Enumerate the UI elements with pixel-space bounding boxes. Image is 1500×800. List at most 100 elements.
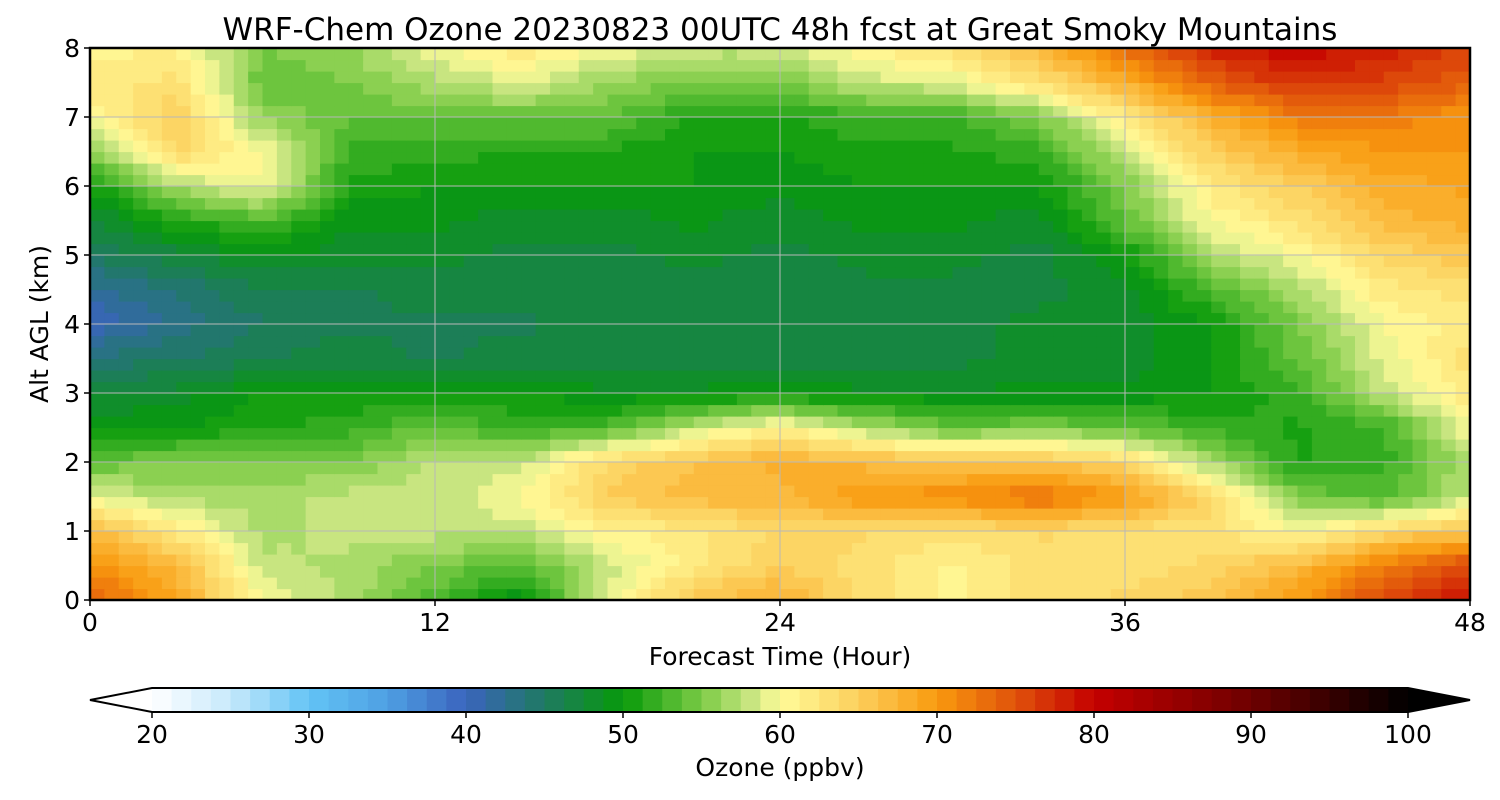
heatmap-cell <box>1426 370 1442 383</box>
heatmap-cell <box>133 462 149 475</box>
heatmap-cell <box>593 427 609 440</box>
heatmap-cell <box>449 473 465 486</box>
heatmap-cell <box>1067 140 1083 153</box>
heatmap-cell <box>1211 209 1227 222</box>
heatmap-cell <box>1326 416 1342 429</box>
heatmap-cell <box>564 186 580 199</box>
heatmap-cell <box>866 151 882 164</box>
heatmap-cell <box>233 105 249 118</box>
heatmap-cell <box>679 197 695 210</box>
heatmap-cell <box>593 347 609 360</box>
heatmap-cell <box>808 197 824 210</box>
heatmap-cell <box>751 404 767 417</box>
heatmap-cell <box>147 289 163 302</box>
heatmap-cell <box>1355 278 1370 291</box>
heatmap-cell <box>276 370 292 383</box>
heatmap-cell <box>1254 163 1270 176</box>
heatmap-cell <box>1355 243 1370 256</box>
heatmap-cell <box>938 186 954 199</box>
heatmap-cell <box>1297 243 1313 256</box>
heatmap-cell <box>1211 312 1227 325</box>
heatmap-cell <box>722 140 738 153</box>
heatmap-cell <box>1182 404 1198 417</box>
heatmap-cell <box>995 542 1011 555</box>
chart-title: WRF-Chem Ozone 20230823 00UTC 48h fcst a… <box>223 12 1338 48</box>
heatmap-cell <box>1441 519 1457 532</box>
heatmap-cell <box>1297 508 1313 521</box>
heatmap-cell <box>190 473 206 486</box>
heatmap-cell <box>665 439 680 452</box>
heatmap-cell <box>118 186 134 199</box>
heatmap-cell <box>966 151 982 164</box>
heatmap-cell <box>736 312 752 325</box>
heatmap-cell <box>535 186 551 199</box>
heatmap-cell <box>506 473 522 486</box>
heatmap-cell <box>1125 393 1140 406</box>
heatmap-cell <box>952 531 968 544</box>
heatmap-cell <box>851 473 867 486</box>
heatmap-cell <box>1355 128 1370 141</box>
heatmap-cell <box>952 82 968 95</box>
heatmap-cell <box>1196 393 1212 406</box>
heatmap-cell <box>866 588 882 601</box>
heatmap-cell <box>1240 577 1255 590</box>
heatmap-cell <box>751 209 767 222</box>
heatmap-cell <box>1096 186 1112 199</box>
heatmap-cell <box>492 381 508 394</box>
heatmap-cell <box>1211 266 1227 279</box>
heatmap-cell <box>751 289 767 302</box>
heatmap-cell <box>1053 324 1069 337</box>
heatmap-cell <box>305 94 321 107</box>
heatmap-cell <box>377 542 393 555</box>
heatmap-cell <box>823 163 839 176</box>
heatmap-cell <box>564 381 580 394</box>
heatmap-cell <box>1283 243 1299 256</box>
heatmap-cell <box>1096 220 1112 233</box>
heatmap-cell <box>334 393 350 406</box>
heatmap-cell <box>1125 140 1140 153</box>
heatmap-cell <box>1455 450 1471 463</box>
heatmap-cell <box>334 565 350 578</box>
heatmap-cell <box>521 220 537 233</box>
heatmap-cell <box>636 473 652 486</box>
heatmap-cell <box>1426 381 1442 394</box>
heatmap-cell <box>1455 485 1471 498</box>
heatmap-cell <box>736 542 752 555</box>
heatmap-cell <box>1254 347 1270 360</box>
heatmap-cell <box>147 427 163 440</box>
heatmap-cell <box>1168 301 1184 314</box>
heatmap-cell <box>506 301 522 314</box>
heatmap-cell <box>1441 335 1457 348</box>
heatmap-cell <box>1441 381 1457 394</box>
heatmap-cell <box>1211 174 1227 187</box>
heatmap-cell <box>406 370 422 383</box>
heatmap-cell <box>751 565 767 578</box>
heatmap-cell <box>248 347 264 360</box>
heatmap-cell <box>1182 335 1198 348</box>
heatmap-cell <box>233 450 249 463</box>
heatmap-cell <box>506 220 522 233</box>
heatmap-cell <box>276 462 292 475</box>
heatmap-cell <box>334 427 350 440</box>
heatmap-cell <box>837 565 853 578</box>
heatmap-cell <box>765 220 781 233</box>
y-tick-label: 1 <box>64 517 80 546</box>
heatmap-cell <box>650 381 666 394</box>
heatmap-cell <box>1455 59 1471 72</box>
colorbar-swatch <box>1113 688 1134 712</box>
heatmap-cell <box>880 577 896 590</box>
heatmap-cell <box>780 117 795 130</box>
heatmap-cell <box>363 439 379 452</box>
heatmap-cell <box>1355 335 1370 348</box>
heatmap-cell <box>808 324 824 337</box>
heatmap-cell <box>435 232 450 245</box>
heatmap-cell <box>1240 220 1255 233</box>
heatmap-cell <box>909 278 925 291</box>
heatmap-cell <box>334 220 350 233</box>
heatmap-cell <box>1383 554 1399 567</box>
heatmap-cell <box>880 163 896 176</box>
heatmap-cell <box>1225 220 1241 233</box>
heatmap-cell <box>621 140 637 153</box>
heatmap-cell <box>406 140 422 153</box>
heatmap-cell <box>1038 128 1054 141</box>
